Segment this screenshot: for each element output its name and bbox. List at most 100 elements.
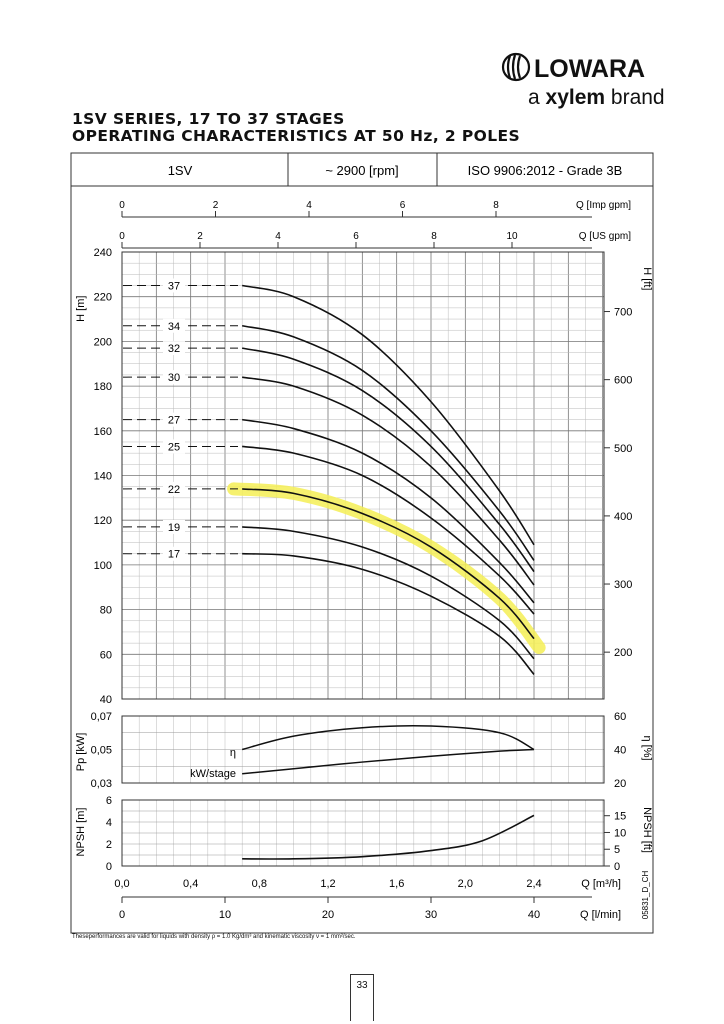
series-label: 27	[168, 415, 180, 427]
right-tick-label: 5	[614, 844, 620, 856]
series-line	[242, 376, 535, 586]
secondary-axis-tick-label: 8	[493, 200, 499, 211]
x-tick-label: 1,2	[320, 878, 335, 890]
series-label: 37	[168, 281, 180, 293]
logo-text: LOWARA	[534, 55, 645, 83]
brand-tagline: a xylem brand	[528, 86, 665, 109]
secondary-axis-tick-label: 0	[119, 200, 125, 211]
secondary-axis-tick-label: 40	[528, 909, 540, 921]
y-tick-label: 80	[100, 605, 112, 617]
header-cell: 1SV	[168, 163, 193, 178]
secondary-axis-tick-label: 10	[219, 909, 231, 921]
series-line	[241, 284, 535, 546]
y-axis-label: Pp [kW]	[75, 733, 87, 772]
y-tick-label: 220	[94, 292, 112, 304]
series-label: 22	[168, 484, 180, 496]
series-label-bg	[163, 341, 185, 356]
eta-line	[241, 724, 535, 751]
x-tick-label: 2,4	[526, 878, 541, 890]
secondary-axis-tick-label: 30	[425, 909, 437, 921]
header-cell: ISO 9906:2012 - Grade 3B	[468, 163, 623, 178]
secondary-axis-tick-label: 4	[275, 231, 281, 242]
series-line	[242, 445, 535, 615]
y-tick-label: 4	[106, 817, 112, 829]
series-label-bg	[163, 318, 185, 333]
secondary-axis-label: Q [US gpm]	[579, 231, 631, 242]
series-label: 34	[168, 321, 180, 333]
series-label-bg	[163, 412, 185, 427]
right-axis-label: H [ft]	[641, 267, 653, 290]
right-tick-label: 20	[614, 778, 626, 790]
secondary-axis-tick-label: 20	[322, 909, 334, 921]
series-line	[242, 552, 535, 675]
right-tick-label: 700	[614, 307, 632, 319]
series-line	[242, 488, 535, 640]
secondary-axis-tick-label: 2	[213, 200, 219, 211]
secondary-axis-tick-label: 8	[431, 231, 437, 242]
y-tick-label: 40	[100, 694, 112, 706]
right-tick-label: 10	[614, 827, 626, 839]
right-tick-label: 200	[614, 647, 632, 659]
y-tick-label: 2	[106, 839, 112, 851]
series-label-bg	[163, 439, 185, 454]
npsh-line	[242, 814, 535, 860]
x-tick-label: 2,0	[458, 878, 473, 890]
right-tick-label: 300	[614, 579, 632, 591]
series-line	[242, 418, 535, 604]
series-label: 17	[168, 549, 180, 561]
y-tick-label: 120	[94, 515, 112, 527]
chart-frame	[70, 152, 654, 934]
y-tick-label: 0,05	[91, 745, 112, 757]
secondary-axis-tick-label: 4	[306, 200, 312, 211]
secondary-axis-tick-label: 0	[119, 909, 125, 921]
y-tick-label: 240	[94, 247, 112, 259]
series-label-bg	[163, 370, 185, 385]
right-axis-label: η [%]	[641, 735, 653, 760]
series-line	[241, 347, 535, 573]
secondary-axis-tick-label: 10	[506, 231, 518, 242]
right-tick-label: 600	[614, 375, 632, 387]
lowara-logo: LOWARA	[501, 52, 645, 83]
y-tick-label: 160	[94, 426, 112, 438]
page-subtitle: OPERATING CHARACTERISTICS AT 50 Hz, 2 PO…	[72, 127, 521, 145]
page-number: 33	[356, 980, 368, 991]
secondary-axis-tick-label: 6	[353, 231, 359, 242]
right-axis-label: NPSH [ft]	[641, 807, 653, 853]
series-label: 32	[168, 343, 180, 355]
series-label: 30	[168, 372, 180, 384]
x-tick-label: 1,6	[389, 878, 404, 890]
secondary-axis-tick-label: 6	[400, 200, 406, 211]
right-tick-label: 500	[614, 443, 632, 455]
header-cell: ~ 2900 [rpm]	[325, 163, 398, 178]
footnote: Theseperformances are valid for liquids …	[72, 934, 356, 940]
y-tick-label: 6	[106, 795, 112, 807]
y-tick-label: 100	[94, 560, 112, 572]
eta-label: η	[230, 747, 236, 759]
secondary-axis-tick-label: 2	[197, 231, 203, 242]
npsh-panel-border	[121, 799, 605, 867]
series-label-bg	[163, 481, 185, 496]
series-line	[242, 526, 535, 660]
kw-stage-line	[242, 748, 535, 775]
secondary-axis-tick-label: 0	[119, 231, 125, 242]
y-tick-label: 0,03	[91, 778, 112, 790]
power-panel-border	[121, 715, 605, 784]
secondary-axis-label: Q [l/min]	[580, 909, 621, 921]
series-label-bg	[163, 278, 185, 293]
right-tick-label: 15	[614, 811, 626, 823]
series-label: 19	[168, 522, 180, 534]
x-tick-label: 0,0	[114, 878, 129, 890]
right-tick-label: 0	[614, 861, 620, 873]
x-axis-label: Q [m³/h]	[581, 878, 621, 890]
right-tick-label: 60	[614, 711, 626, 723]
y-tick-label: 200	[94, 336, 112, 348]
y-tick-label: 140	[94, 471, 112, 483]
right-tick-label: 40	[614, 745, 626, 757]
head-panel-border	[121, 251, 605, 700]
highlight-marker	[227, 482, 546, 655]
lowara-mark-icon	[501, 52, 531, 82]
y-tick-label: 0	[106, 861, 112, 873]
kw-stage-label: kW/stage	[190, 768, 236, 780]
series-label-bg	[163, 519, 185, 534]
